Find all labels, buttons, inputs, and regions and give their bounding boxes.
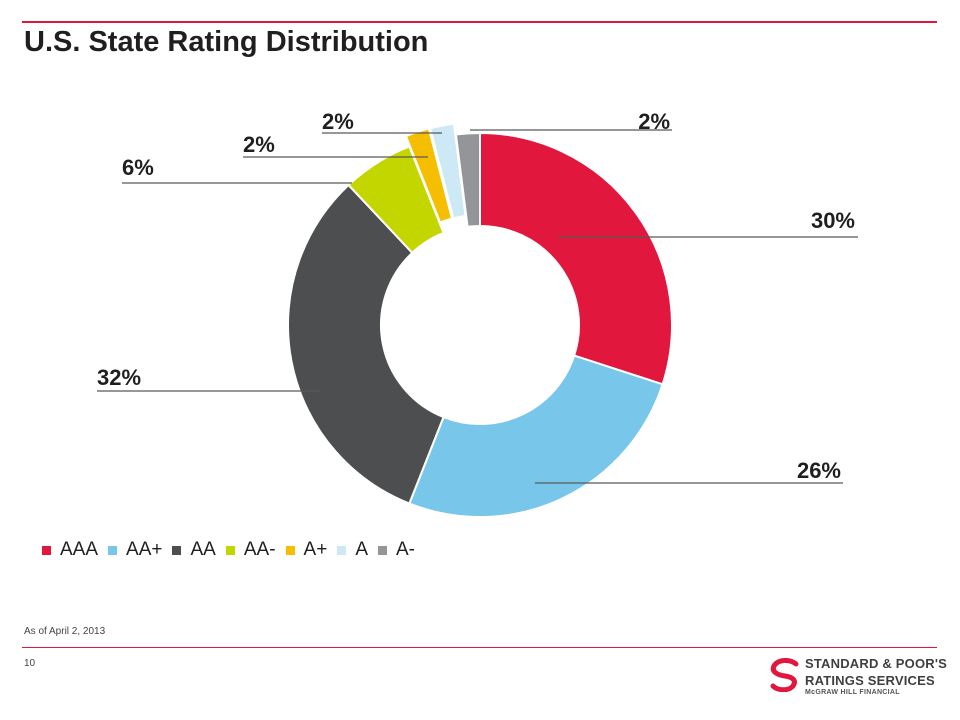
donut-chart: 30% 26% 32% 6% 2% 2% 2% bbox=[97, 109, 858, 518]
legend-label-aaa: AAA bbox=[60, 539, 99, 560]
slice-aa-plus bbox=[408, 354, 664, 518]
legend-item-a-plus: A+ bbox=[285, 539, 328, 561]
slice-aaa bbox=[479, 131, 673, 386]
sp-ratings-logo: STANDARD & POOR'S RATINGS SERVICES McGRA… bbox=[770, 652, 947, 700]
legend-swatch-a-minus bbox=[378, 545, 387, 555]
legend-label-aa-plus: AA+ bbox=[126, 539, 163, 560]
legend-item-a-minus: A- bbox=[378, 539, 415, 561]
as-of-note: As of April 2, 2013 bbox=[24, 626, 106, 637]
data-label-aa-minus: 6% bbox=[122, 155, 154, 180]
legend-label-a-plus: A+ bbox=[303, 539, 328, 560]
data-label-a: 2% bbox=[322, 109, 354, 134]
legend-swatch-aa-plus bbox=[108, 545, 118, 555]
data-label-aaa: 30% bbox=[811, 208, 855, 233]
legend-swatch-aa-minus bbox=[225, 545, 235, 555]
top-rule bbox=[22, 21, 937, 23]
logo-line-3: McGRAW HILL FINANCIAL bbox=[805, 689, 900, 696]
legend-item-a: A bbox=[337, 539, 368, 561]
logo-line-2: RATINGS SERVICES bbox=[805, 673, 935, 688]
chart-legend: AAA AA+ AA AA- A+ A A- bbox=[42, 539, 425, 561]
legend-item-aaa: AAA bbox=[42, 539, 98, 561]
legend-swatch-a bbox=[337, 545, 347, 555]
slice-a-minus bbox=[454, 131, 481, 228]
legend-label-a-minus: A- bbox=[396, 539, 415, 560]
legend-label-aa: AA bbox=[190, 539, 216, 560]
legend-item-aa: AA bbox=[172, 539, 216, 561]
data-label-aa-plus: 26% bbox=[797, 458, 841, 483]
data-label-a-plus: 2% bbox=[243, 132, 275, 157]
legend-item-aa-minus: AA- bbox=[225, 539, 276, 561]
data-label-a-minus: 2% bbox=[638, 109, 670, 134]
page-number: 10 bbox=[24, 658, 36, 669]
bottom-rule bbox=[22, 647, 937, 648]
sp-logo-mark-icon bbox=[770, 658, 799, 692]
legend-label-a: A bbox=[355, 539, 368, 560]
legend-label-aa-minus: AA- bbox=[243, 539, 276, 560]
data-label-aa: 32% bbox=[97, 365, 141, 390]
slice-aa bbox=[287, 183, 445, 505]
legend-swatch-aa bbox=[172, 545, 182, 555]
legend-swatch-aaa bbox=[42, 545, 51, 555]
slide-title: U.S. State Rating Distribution bbox=[24, 26, 429, 58]
logo-line-1: STANDARD & POOR'S bbox=[805, 656, 948, 671]
legend-item-aa-plus: AA+ bbox=[108, 539, 162, 561]
legend-swatch-a-plus bbox=[285, 545, 295, 555]
